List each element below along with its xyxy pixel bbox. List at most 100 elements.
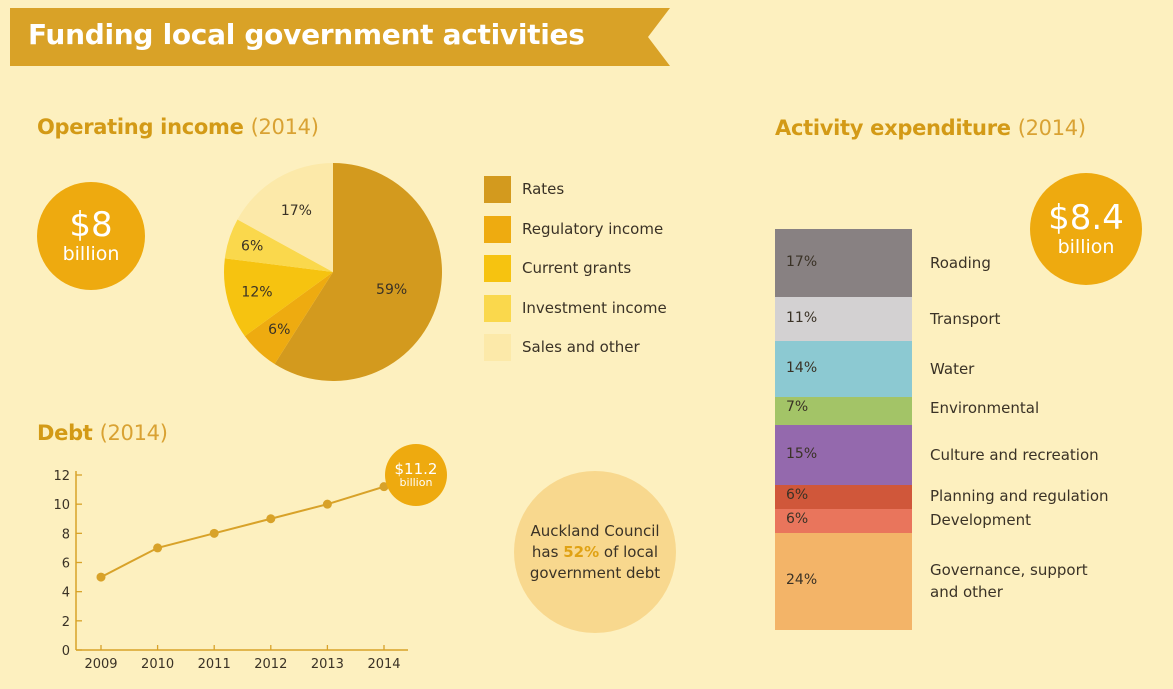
expenditure-total-badge: $8.4 billion [1030, 173, 1142, 285]
auckland-callout: Auckland Council has 52% of local govern… [514, 471, 676, 633]
bar-category-line: and other [930, 583, 1003, 601]
bar-value-culture-and-recreation: 15% [786, 446, 818, 462]
debt-point-2012 [266, 514, 276, 524]
bar-category-planning-and-regulation: Planning and regulation [930, 485, 1109, 507]
bar-segment-development [775, 509, 912, 534]
y-tick-label: 8 [62, 527, 70, 542]
bar-segment-transport [775, 297, 912, 342]
bar-category-governance-support: Governance, support and other [930, 559, 1088, 603]
income-year: (2014) [250, 115, 319, 139]
bar-category-line: Environmental [930, 399, 1040, 417]
legend-swatch [484, 334, 511, 361]
debt-bubble-unit: billion [399, 476, 433, 489]
legend-item-regulatory-income: Regulatory income [484, 215, 724, 244]
debt-line-chart: 0 2 4 6 8 10 12 2009 2010 2011 2012 2013 2014 [53, 469, 408, 672]
bar-value-development: 6% [786, 511, 809, 527]
expenditure-total-unit: billion [1057, 236, 1115, 258]
bar-segment-governance-support [775, 533, 912, 630]
debt-point-2011 [209, 528, 219, 538]
debt-point-2009 [96, 572, 106, 582]
legend-item-rates: Rates [484, 176, 724, 204]
y-tick-label: 4 [62, 586, 70, 601]
bar-value-roading: 17% [786, 254, 818, 270]
y-tick-label: 2 [62, 615, 70, 630]
bar-segment-roading [775, 229, 912, 298]
bar-category-line: Culture and recreation [930, 446, 1099, 464]
bar-category-transport: Transport [930, 308, 1000, 330]
expenditure-title: Activity expenditure [775, 116, 1011, 140]
x-tick-label: 2009 [84, 657, 117, 672]
debt-bubble-amount: $11.2 [394, 460, 438, 478]
bar-category-water: Water [930, 358, 974, 380]
bar-category-line: Roading [930, 254, 991, 272]
expenditure-year: (2014) [1017, 116, 1086, 140]
bar-category-roading: Roading [930, 252, 991, 274]
bar-category-line: Governance, support [930, 561, 1088, 579]
income-total-badge: $8 billion [37, 182, 145, 290]
x-tick-label: 2012 [254, 657, 287, 672]
legend-label: Current grants [522, 259, 632, 277]
pie-label-regulatory-income: 6% [268, 322, 290, 338]
banner-shape [10, 8, 670, 66]
income-section-title: Operating income (2014) [37, 115, 319, 139]
x-tick-label: 2011 [198, 657, 231, 672]
pie-label-sales-and-other: 17% [281, 203, 312, 219]
page-title: Funding local government activities [28, 18, 585, 51]
pie-label-investment-income: 6% [241, 239, 263, 255]
auckland-line2-suffix: of local [599, 542, 659, 561]
expenditure-section-title: Activity expenditure (2014) [775, 116, 1086, 140]
bar-category-culture-and-recreation: Culture and recreation [930, 444, 1099, 466]
pie-label-rates: 59% [376, 282, 407, 298]
pie-slice-investment-income [224, 219, 333, 272]
debt-series-line [100, 485, 385, 578]
legend-label: Regulatory income [522, 219, 664, 238]
bar-segment-water [775, 341, 912, 398]
debt-title: Debt [37, 421, 93, 445]
income-pie-chart: 59% 6% 12% 6% 17% [224, 163, 442, 381]
pie-slice-regulatory-income [244, 272, 333, 365]
x-tick-label: 2010 [141, 657, 174, 672]
bar-category-line: Water [930, 360, 975, 378]
legend-item-current-grants: Current grants [484, 255, 724, 283]
debt-point-2010 [153, 543, 163, 553]
bar-segment-planning-and-regulation [775, 485, 912, 510]
legend-item-investment-income: Investment income [484, 294, 724, 323]
auckland-line2: has 52% of local [530, 542, 660, 563]
legend-label: Investment income [522, 298, 667, 317]
bar-category-environmental: Environmental [930, 397, 1039, 419]
pie-label-current-grants: 12% [241, 285, 272, 301]
bar-segment-environmental [775, 397, 912, 426]
auckland-line2-prefix: has [531, 542, 564, 561]
bar-segment-culture-and-recreation [775, 425, 912, 486]
bar-value-environmental: 7% [786, 399, 809, 415]
debt-section-title: Debt (2014) [37, 421, 168, 445]
legend-swatch [484, 294, 511, 322]
auckland-line3: government debt [529, 563, 661, 582]
legend-label: Rates [522, 180, 565, 198]
bar-value-planning-and-regulation: 6% [786, 487, 809, 503]
debt-bubble: $11.2 billion [385, 444, 447, 506]
pie-slice-current-grants [224, 258, 333, 337]
bar-value-governance-support: 24% [786, 572, 818, 588]
income-total-unit: billion [62, 243, 120, 265]
y-tick-label: 10 [53, 498, 70, 513]
bar-category-development: Development [930, 509, 1031, 531]
auckland-line1: Auckland Council [530, 521, 660, 540]
bar-category-line: Planning and regulation [930, 487, 1109, 505]
y-tick-label: 12 [53, 469, 70, 484]
y-tick-label: 0 [62, 644, 70, 659]
x-tick-label: 2014 [367, 657, 400, 672]
bar-category-line: Transport [930, 310, 1001, 328]
auckland-highlight: 52% [563, 542, 600, 561]
x-tick-label: 2013 [311, 657, 344, 672]
expenditure-total-amount: $8.4 [1048, 198, 1124, 238]
bar-category-line: Development [930, 511, 1031, 529]
header-banner: Funding local government activities [10, 8, 670, 68]
legend-swatch [484, 176, 511, 203]
pie-slice-rates [274, 163, 442, 381]
legend-item-sales-and-other: Sales and other [484, 334, 724, 362]
bar-value-water: 14% [786, 360, 818, 376]
debt-point-2013 [322, 499, 332, 509]
legend-label: Sales and other [522, 338, 640, 356]
pie-slice-sales-and-other [237, 163, 333, 272]
